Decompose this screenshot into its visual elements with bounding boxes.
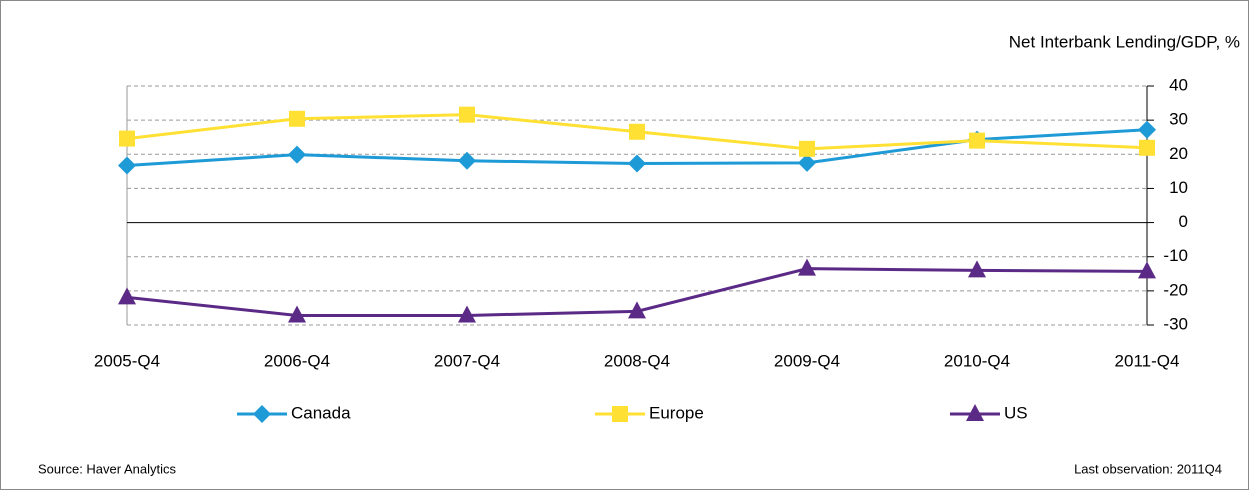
legend-marker xyxy=(253,405,271,423)
y-tick-label: 20 xyxy=(1169,144,1188,163)
data-point xyxy=(1138,120,1156,139)
x-tick-label: 2005-Q4 xyxy=(94,351,160,370)
data-point xyxy=(1139,139,1155,156)
legend-marker xyxy=(966,404,984,421)
legend-label: Canada xyxy=(291,403,351,422)
data-point xyxy=(1138,261,1156,279)
legend-label: Europe xyxy=(649,403,704,422)
data-point xyxy=(458,151,476,170)
x-tick-label: 2008-Q4 xyxy=(604,351,670,370)
data-point xyxy=(289,110,305,127)
x-tick-label: 2006-Q4 xyxy=(264,351,330,370)
source: Source: Haver Analytics xyxy=(38,461,177,476)
data-point xyxy=(629,123,645,140)
x-tick-label: 2007-Q4 xyxy=(434,351,500,370)
data-point xyxy=(798,153,816,172)
data-point xyxy=(119,130,135,147)
legend-label: US xyxy=(1004,403,1028,422)
x-tick-label: 2009-Q4 xyxy=(774,351,840,370)
data-point xyxy=(288,305,306,323)
data-point xyxy=(628,301,646,319)
chart-title: Net Interbank Lending/GDP, % xyxy=(1009,32,1240,51)
data-point xyxy=(458,305,476,323)
x-tick-label: 2010-Q4 xyxy=(944,351,1010,370)
y-tick-label: 40 xyxy=(1169,75,1188,94)
y-tick-label: 0 xyxy=(1179,212,1188,231)
y-tick-label: -20 xyxy=(1163,280,1188,299)
data-point xyxy=(969,132,985,149)
data-point xyxy=(968,260,986,278)
data-point xyxy=(799,140,815,157)
x-tick-label: 2011-Q4 xyxy=(1115,351,1180,370)
data-point xyxy=(628,154,646,173)
data-point xyxy=(798,258,816,276)
data-point xyxy=(288,145,306,164)
y-tick-label: 30 xyxy=(1169,110,1188,129)
data-point xyxy=(118,156,136,175)
y-tick-label: -30 xyxy=(1163,314,1188,333)
legend-marker xyxy=(612,406,628,422)
data-point xyxy=(118,287,136,305)
y-tick-label: 10 xyxy=(1169,178,1188,197)
note: Last observation: 2011Q4 xyxy=(1074,461,1222,476)
y-tick-label: -10 xyxy=(1163,246,1188,265)
data-point xyxy=(459,106,475,123)
